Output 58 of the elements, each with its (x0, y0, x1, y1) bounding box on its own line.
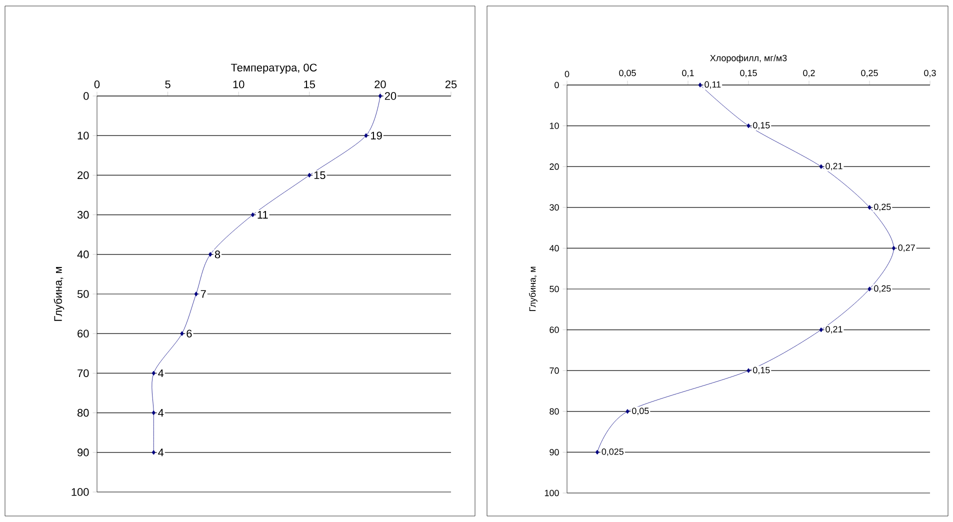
y-tick-label: 10 (78, 132, 89, 140)
x-tick-label: 0,1 (682, 70, 694, 78)
y-tick-label: 30 (550, 204, 559, 211)
y-tick-label: 60 (550, 326, 559, 333)
data-label: 0,21 (826, 326, 842, 334)
x-tick-label: 25 (445, 80, 457, 88)
x-tick-label: 15 (304, 80, 316, 88)
data-label: 0,05 (632, 408, 649, 416)
data-label: 0,15 (753, 122, 770, 130)
y-tick-label: 80 (550, 408, 559, 415)
y-tick-label: 20 (550, 163, 559, 170)
data-label: 15 (314, 171, 326, 180)
x-tick-label: 0,2 (803, 70, 815, 78)
data-label: 0,27 (898, 244, 915, 252)
data-label: 20 (384, 92, 396, 100)
y-axis-title: Глубина, м (54, 267, 64, 321)
data-label: 4 (158, 409, 164, 417)
y-tick-label: 60 (78, 330, 89, 338)
x-tick-label: 0,3 (924, 70, 936, 78)
y-tick-label: 70 (550, 367, 559, 374)
x-tick-label: 0 (564, 70, 570, 78)
y-tick-label: 30 (77, 210, 89, 219)
x-tick-label: 0 (94, 80, 100, 88)
x-tick-label: 5 (165, 80, 170, 88)
y-tick-label: 90 (550, 449, 559, 456)
data-label: 0,11 (704, 81, 721, 89)
data-label: 0,15 (753, 366, 770, 374)
data-label: 6 (186, 330, 192, 338)
data-label: 4 (158, 369, 164, 377)
data-label: 4 (158, 448, 164, 456)
x-tick-label: 0,15 (740, 70, 757, 78)
data-label: 0,25 (874, 204, 891, 212)
data-label: 7 (200, 290, 206, 298)
y-tick-label: 90 (78, 448, 89, 456)
data-label: 19 (371, 132, 382, 140)
x-axis-title: Температура, 0С (231, 64, 317, 74)
data-label: 11 (258, 211, 268, 219)
data-label: 0,21 (826, 162, 842, 170)
y-tick-label: 40 (77, 250, 89, 258)
y-tick-label: 50 (77, 290, 89, 298)
x-tick-label: 0,05 (619, 70, 636, 78)
y-tick-label: 10 (550, 122, 559, 129)
data-label: 8 (214, 250, 220, 258)
x-tick-label: 0,25 (861, 70, 878, 78)
y-tick-label: 80 (78, 408, 89, 417)
y-tick-label: 100 (72, 488, 89, 496)
y-tick-label: 50 (550, 286, 559, 292)
x-tick-label: 20 (374, 80, 386, 88)
y-tick-label: 0 (84, 92, 89, 100)
y-tick-label: 20 (78, 171, 89, 180)
data-label: 0,25 (874, 285, 891, 293)
y-tick-label: 70 (78, 369, 89, 378)
y-tick-label: 100 (544, 490, 559, 496)
x-axis-title: Хлорофилл, мг/м3 (710, 54, 787, 63)
y-axis-title: Глубина, м (528, 266, 538, 311)
data-label: 0,025 (602, 448, 624, 456)
x-tick-label: 10 (233, 80, 244, 88)
y-tick-label: 40 (549, 245, 559, 252)
